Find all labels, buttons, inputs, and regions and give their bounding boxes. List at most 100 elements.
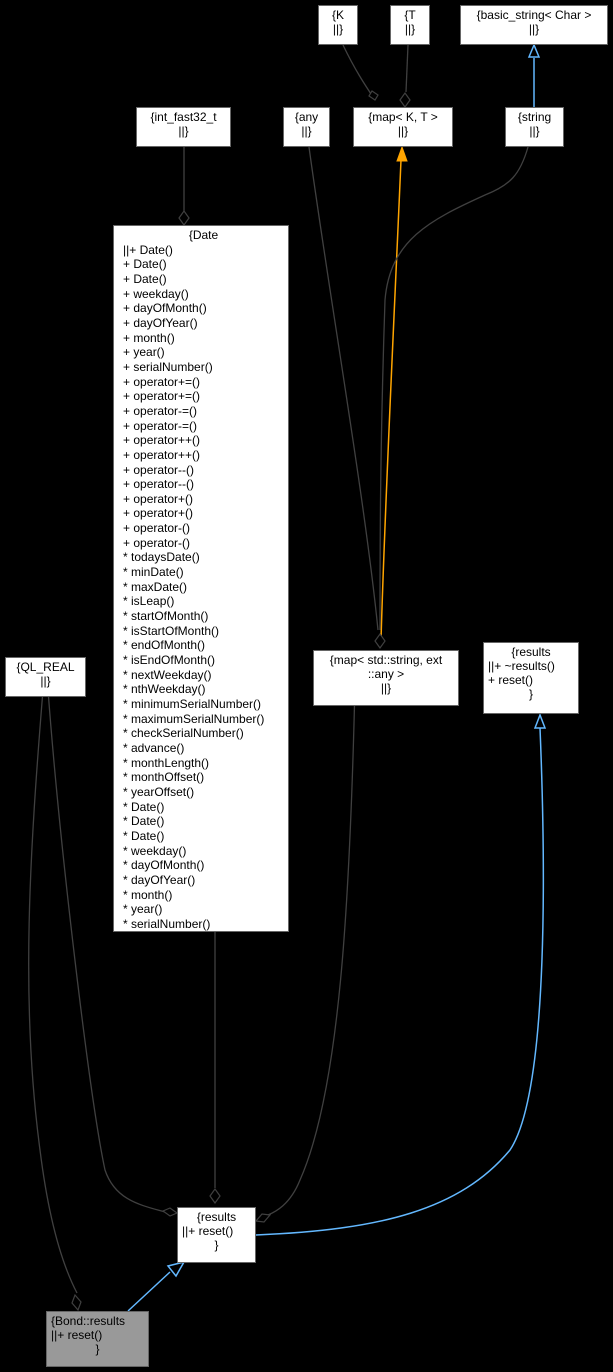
edge-ql-real-to-bond-results <box>28 689 78 1294</box>
edge-k-to-map <box>342 44 376 101</box>
date-member: * isLeap() <box>123 594 175 609</box>
date-member: + operator+() <box>123 506 194 521</box>
node-map-std-title: {map< std::string, ext <box>329 653 443 667</box>
aggregation-diamond-icon <box>254 1213 272 1223</box>
date-member: * operator--() <box>123 1019 192 1034</box>
date-member: * nextWeekday() <box>123 667 212 682</box>
date-member: * minDate() <box>123 565 184 580</box>
node-date-title: {Date <box>188 228 219 242</box>
date-member: * operator-=() <box>123 960 195 975</box>
date-member: + operator+=() <box>123 389 201 404</box>
node-bond-results-member: ||+ reset() <box>51 1328 103 1342</box>
date-member: * maximumSerialNumber() <box>123 711 265 726</box>
node-results-base-title: {results <box>511 645 551 659</box>
node-bond-results-closing: } <box>95 1342 100 1356</box>
date-member: * isEndOfMonth() <box>123 653 216 668</box>
template-arrow-icon <box>396 145 408 162</box>
date-member: * dayOfYear() <box>123 872 196 887</box>
date-member: * isStartOfMonth() <box>123 623 220 638</box>
node-map-std-line2: ::any > <box>367 667 405 681</box>
node-map-k-t-body: ||} <box>397 124 409 138</box>
node-ql-real-title: {QL_REAL <box>16 660 75 674</box>
date-member: * serialNumber() <box>123 916 211 931</box>
date-member: * operator++() <box>123 990 198 1005</box>
node-int-fast32-t[interactable]: {int_fast32_t ||} <box>136 107 231 147</box>
edge-bond-results-to-results <box>127 1271 171 1312</box>
date-member: + month() <box>123 330 175 345</box>
date-member: * nthWeekday() <box>123 682 206 697</box>
node-bond-results[interactable]: {Bond::results ||+ reset() } <box>46 1311 149 1367</box>
node-basic-string[interactable]: {basic_string< Char > ||} <box>460 5 608 45</box>
date-member: + serialNumber() <box>123 359 213 374</box>
node-string[interactable]: {string ||} <box>505 107 564 147</box>
node-k[interactable]: {K ||} <box>318 5 358 45</box>
node-map-k-t-title: {map< K, T > <box>368 110 438 124</box>
date-member: * Date() <box>123 814 165 829</box>
node-string-body: ||} <box>529 124 540 138</box>
node-t[interactable]: {T ||} <box>390 5 430 45</box>
date-member: * yearOffset() <box>123 784 195 799</box>
date-member: * weekday() <box>123 843 187 858</box>
aggregation-diamond-icon <box>399 91 411 109</box>
date-member: * operator--() <box>123 1034 192 1049</box>
date-member: * operator+=() <box>123 946 198 961</box>
date-member: + dayOfMonth() <box>123 301 207 316</box>
node-ql-real[interactable]: {QL_REAL ||} <box>5 657 86 697</box>
date-member: + operator-=() <box>123 403 198 418</box>
date-member: * operator-() <box>123 1078 188 1093</box>
date-member: * monthLength() <box>123 755 210 770</box>
node-map-std-string-any[interactable]: {map< std::string, ext ::any > ||} <box>313 650 459 706</box>
edge-t-to-map <box>405 44 409 93</box>
node-results-base-member: ||+ ~results() <box>488 659 555 673</box>
node-results-closing: } <box>214 1238 219 1252</box>
date-member: * dayOfMonth() <box>123 858 205 873</box>
node-basic-string-title: {basic_string< Char > <box>476 8 592 22</box>
node-t-body: ||} <box>404 22 416 36</box>
node-date-members: ||+ Date() + Date() + Date() + weekday()… <box>123 243 284 1108</box>
date-member: + operator--() <box>123 477 195 492</box>
node-results[interactable]: {results ||+ reset() } <box>177 1207 256 1263</box>
date-member: * operator+() <box>123 1048 191 1063</box>
date-member: * operator-() <box>123 1092 188 1107</box>
date-member: + Date() <box>123 271 167 286</box>
date-member: * monthOffset() <box>123 770 205 785</box>
inheritance-arrow-icon <box>166 1260 186 1278</box>
date-member: + operator++() <box>123 447 201 462</box>
date-member: * Date() <box>123 828 165 843</box>
date-member: * year() <box>123 902 163 917</box>
date-member: * todaysDate() <box>123 550 200 565</box>
date-member: * maxDate() <box>123 579 188 594</box>
node-any-body: ||} <box>301 124 312 138</box>
aggregation-diamond-icon <box>368 90 379 101</box>
date-member: * operator++() <box>123 1004 198 1019</box>
date-member: + operator-() <box>123 535 191 550</box>
node-ql-real-body: ||} <box>40 674 51 688</box>
node-map-k-t[interactable]: {map< K, T > ||} <box>353 107 453 147</box>
node-results-title: {results <box>196 1210 237 1224</box>
date-member: * endOfMonth() <box>123 638 206 653</box>
date-member: * operator-=() <box>123 975 195 990</box>
node-date[interactable]: {Date ||+ Date() + Date() + Date() + wee… <box>113 225 289 1121</box>
node-k-body: ||} <box>332 22 344 36</box>
node-bond-results-title: {Bond::results <box>51 1314 126 1328</box>
aggregation-diamond-icon <box>178 209 190 227</box>
node-any[interactable]: {any ||} <box>283 107 330 147</box>
node-results-member: ||+ reset() <box>182 1224 234 1238</box>
date-member: ||+ Date() <box>123 242 173 257</box>
aggregation-diamond-icon <box>71 1293 82 1312</box>
date-member: * Date() <box>123 799 165 814</box>
date-member: + operator--() <box>123 462 195 477</box>
date-member: + operator+=() <box>123 374 201 389</box>
edge-results-to-results-base <box>255 727 545 1236</box>
node-results-base-member: + reset() <box>488 673 534 687</box>
inheritance-arrow-icon <box>533 712 547 729</box>
date-member: + operator+() <box>123 491 194 506</box>
edge-string-to-map-std <box>379 146 529 631</box>
date-member: * operator+() <box>123 1063 191 1078</box>
aggregation-diamond-icon <box>161 1207 179 1217</box>
date-member: * minimumSerialNumber() <box>123 697 262 711</box>
node-results-base[interactable]: {results ||+ ~results() + reset() } <box>483 642 579 714</box>
date-member: + operator-=() <box>123 418 198 433</box>
edge-map-template <box>380 159 402 641</box>
node-t-title: {T <box>404 8 416 22</box>
